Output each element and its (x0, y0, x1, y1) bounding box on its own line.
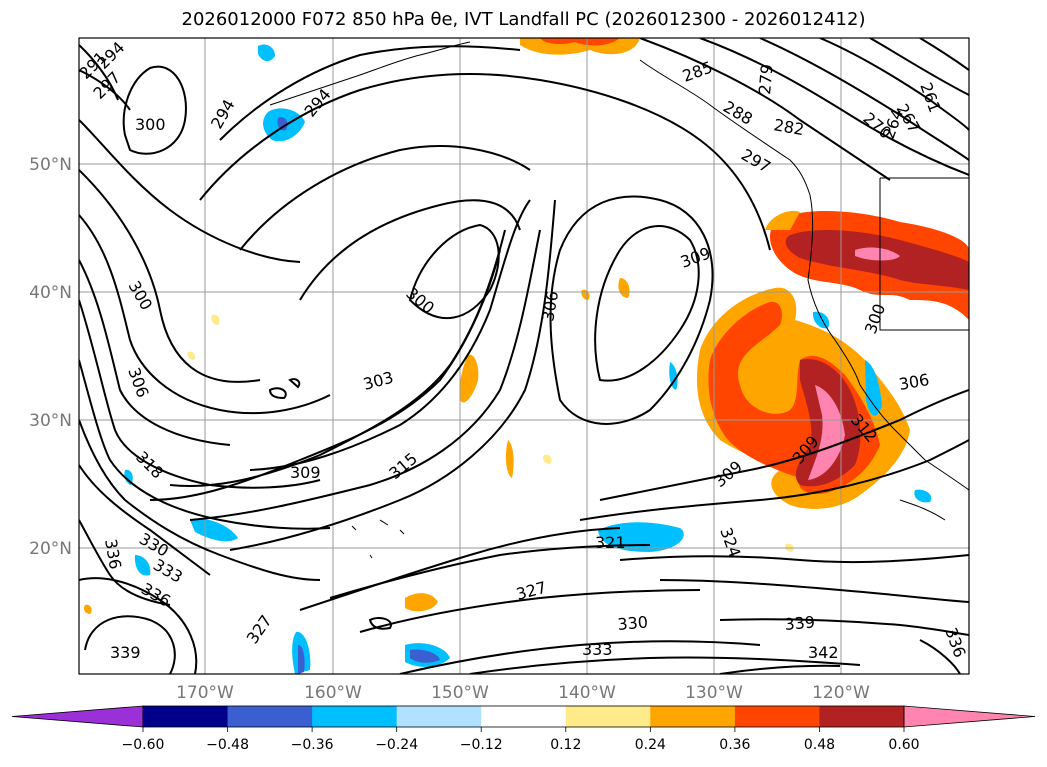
colorbar-tick-label: −0.24 (375, 737, 418, 753)
colorbar-segment (312, 706, 398, 727)
colorbar-segment (143, 706, 229, 727)
colorbar-segment (734, 706, 820, 727)
contour-label: 333 (582, 640, 613, 659)
contour-label: 309 (290, 463, 321, 482)
colorbar-tick-label: −0.12 (460, 737, 503, 753)
lat-label-40n: 40°N (29, 283, 72, 303)
contour-label: 342 (808, 643, 839, 662)
figure-title: 2026012000 F072 850 hPa θe, IVT Landfall… (181, 9, 866, 30)
colorbar-outline (142, 705, 905, 728)
longitude-labels: 170°W 160°W 150°W 140°W 130°W 120°W (176, 683, 870, 703)
ivt-shading (83, 38, 969, 674)
contour-label: 339 (110, 643, 141, 662)
coastlines (269, 41, 969, 559)
graticule (79, 38, 969, 674)
lat-label-30n: 30°N (29, 411, 72, 431)
lon-label-140w: 140°W (558, 683, 616, 703)
lon-label-130w: 130°W (685, 683, 743, 703)
lat-label-50n: 50°N (29, 155, 72, 175)
colorbar-tick-label: −0.36 (291, 737, 334, 753)
map-frame (78, 37, 970, 675)
contour-label: 279 (755, 63, 777, 95)
colorbar-tick-label: 0.36 (719, 737, 750, 753)
latitude-labels: 50°N 40°N 30°N 20°N (29, 155, 72, 559)
colorbar-segment (819, 706, 905, 727)
colorbar-segment (227, 706, 313, 727)
colorbar-segment (396, 706, 482, 727)
contour-label: 339 (784, 612, 816, 634)
lon-label-170w: 170°W (176, 683, 234, 703)
colorbar-tick-label: 0.24 (635, 737, 666, 753)
colorbar: −0.60 −0.48 −0.36 −0.24 −0.12 0.12 0.24 0.36 0.4… (11, 705, 1036, 753)
theta-e-contours (79, 38, 969, 674)
lon-label-160w: 160°W (304, 683, 362, 703)
lat-label-20n: 20°N (29, 539, 72, 559)
contour-label: 321 (595, 533, 626, 552)
contour-label: 330 (617, 612, 649, 634)
colorbar-tick-label: 0.12 (550, 737, 581, 753)
colorbar-tick-label: 0.48 (804, 737, 835, 753)
colorbar-extend-min (11, 705, 144, 728)
colorbar-segment (481, 706, 567, 727)
colorbar-tick-label: 0.60 (888, 737, 919, 753)
colorbar-tick-label: −0.60 (122, 737, 165, 753)
colorbar-tick-label: −0.48 (206, 737, 249, 753)
colorbar-segment (565, 706, 651, 727)
lon-label-120w: 120°W (812, 683, 870, 703)
colorbar-extend-max (903, 705, 1036, 728)
colorbar-segment (650, 706, 736, 727)
contour-label: 300 (135, 115, 166, 134)
lon-label-150w: 150°W (431, 683, 489, 703)
